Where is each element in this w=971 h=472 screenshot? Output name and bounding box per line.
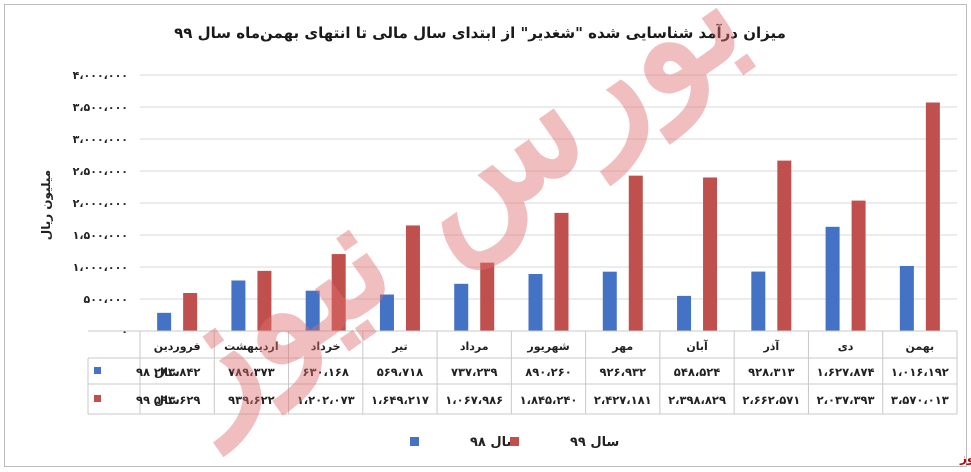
table-cell: ۹۲۸،۳۱۳ bbox=[748, 365, 794, 379]
y-tick-label: ۳،۰۰۰،۰۰۰ bbox=[73, 133, 128, 146]
watermark: بورس نیوز bbox=[120, 0, 774, 458]
bar-98 bbox=[677, 295, 692, 331]
table-cell: ۷۸۹،۳۷۳ bbox=[228, 365, 274, 379]
table-cell: ۵۶۹،۷۱۸ bbox=[377, 365, 423, 379]
category-label: فروردین bbox=[154, 340, 201, 353]
row-marker-98 bbox=[94, 367, 101, 374]
bar-98 bbox=[825, 226, 840, 331]
bar-98 bbox=[305, 290, 320, 331]
y-axis-label: میلیون ریال bbox=[39, 170, 54, 240]
bar-99 bbox=[554, 212, 569, 331]
table-cell: ۵۴۸،۵۲۴ bbox=[674, 365, 720, 379]
legend-swatch-98 bbox=[410, 437, 419, 446]
category-label: بهمن bbox=[906, 340, 935, 353]
table-cell: ۱،۶۲۷،۸۷۴ bbox=[817, 365, 875, 379]
bars bbox=[157, 102, 940, 331]
table-cell: ۲،۶۶۲،۵۷۱ bbox=[742, 393, 800, 407]
legend-swatch-99 bbox=[510, 437, 519, 446]
y-tick-label: ۳،۵۰۰،۰۰۰ bbox=[73, 101, 128, 114]
category-label: آذر bbox=[762, 339, 779, 353]
bar-99 bbox=[925, 102, 940, 331]
legend-label: سال ۹۹ bbox=[570, 435, 619, 450]
y-axis-ticks: ۰۵۰۰،۰۰۰۱،۰۰۰،۰۰۰۱،۵۰۰،۰۰۰۲،۰۰۰،۰۰۰۲،۵۰۰… bbox=[73, 69, 128, 338]
row-marker-99 bbox=[94, 395, 101, 402]
table-cell: ۱،۲۰۲،۰۷۳ bbox=[297, 393, 355, 407]
category-label: خرداد bbox=[311, 340, 341, 353]
category-label: اردیبهشت bbox=[224, 340, 278, 353]
table-cell: ۱،۸۴۵،۲۴۰ bbox=[520, 393, 578, 407]
category-label: مهر bbox=[611, 340, 633, 353]
bar-99 bbox=[703, 177, 718, 331]
bar-99 bbox=[331, 254, 346, 331]
category-label: تیر bbox=[391, 340, 407, 353]
table-cell: ۲،۳۹۸،۸۲۹ bbox=[668, 393, 726, 407]
bar-99 bbox=[405, 225, 420, 331]
bar-99 bbox=[480, 262, 495, 331]
legend: سال ۹۸ سال ۹۹ bbox=[410, 435, 619, 450]
y-tick-label: ۱،۵۰۰،۰۰۰ bbox=[73, 229, 128, 242]
y-tick-label: ۲،۵۰۰،۰۰۰ bbox=[73, 165, 128, 178]
table-cell: ۵۹۳،۶۲۹ bbox=[154, 393, 200, 407]
bar-98 bbox=[751, 271, 766, 331]
data-table: فروردین ۲۸۳،۸۴۲ ۵۹۳،۶۲۹ اردیبهشت ۷۸۹،۳۷۳ ۹۳۹،… bbox=[87, 330, 958, 415]
y-tick-label: ۵۰۰،۰۰۰ bbox=[84, 293, 128, 306]
gridlines bbox=[140, 74, 957, 300]
table-cell: ۱،۶۴۹،۲۱۷ bbox=[371, 393, 429, 407]
table-cell: ۱،۰۱۶،۱۹۲ bbox=[891, 365, 949, 379]
table-cell: ۲،۴۲۷،۱۸۱ bbox=[594, 393, 652, 407]
table-cell: ۹۲۶،۹۳۲ bbox=[600, 365, 646, 379]
bar-98 bbox=[157, 312, 172, 331]
y-tick-label: ۴،۰۰۰،۰۰۰ bbox=[73, 69, 128, 82]
bar-99 bbox=[851, 200, 866, 331]
row-header: سال ۹۹ bbox=[136, 393, 180, 407]
bar-98 bbox=[528, 274, 543, 331]
bar-98 bbox=[454, 283, 469, 331]
y-tick-label: ۱،۰۰۰،۰۰۰ bbox=[73, 261, 128, 274]
table-cell: ۳،۵۷۰،۰۱۳ bbox=[891, 393, 949, 407]
bar-98 bbox=[379, 294, 394, 331]
bar-99 bbox=[257, 270, 272, 331]
category-label: آبان bbox=[686, 339, 708, 353]
table-cell: ۲،۰۳۷،۳۹۳ bbox=[817, 393, 875, 407]
category-label: مرداد bbox=[460, 340, 489, 353]
table-cell: ۹۳۹،۶۲۲ bbox=[228, 393, 274, 407]
row-header: سال ۹۸ bbox=[136, 365, 180, 379]
category-label: دی bbox=[838, 340, 854, 353]
table-cell: ۱،۰۶۷،۹۸۶ bbox=[445, 393, 503, 407]
bar-98 bbox=[231, 280, 246, 331]
legend-label: سال ۹۸ bbox=[470, 435, 519, 450]
chart-title: میزان درآمد شناسایی شده "شغدیر" از ابتدا… bbox=[174, 24, 786, 42]
brand-label: بورس نیوز bbox=[959, 451, 971, 466]
table-cell: ۶۳۰،۱۶۸ bbox=[302, 365, 348, 379]
bar-98 bbox=[602, 271, 617, 331]
table-cell: ۷۳۷،۲۳۹ bbox=[451, 365, 497, 379]
bar-98 bbox=[899, 265, 914, 331]
table-cell: ۲۸۳،۸۴۲ bbox=[154, 365, 200, 379]
y-tick-label: ۲،۰۰۰،۰۰۰ bbox=[73, 197, 128, 210]
bar-99 bbox=[628, 175, 643, 331]
watermark-text: بورس نیوز bbox=[120, 0, 774, 458]
category-label: شهریور bbox=[526, 340, 569, 353]
bar-99 bbox=[183, 293, 198, 331]
bar-99 bbox=[777, 160, 792, 331]
table-cell: ۸۹۰،۲۶۰ bbox=[525, 365, 571, 379]
